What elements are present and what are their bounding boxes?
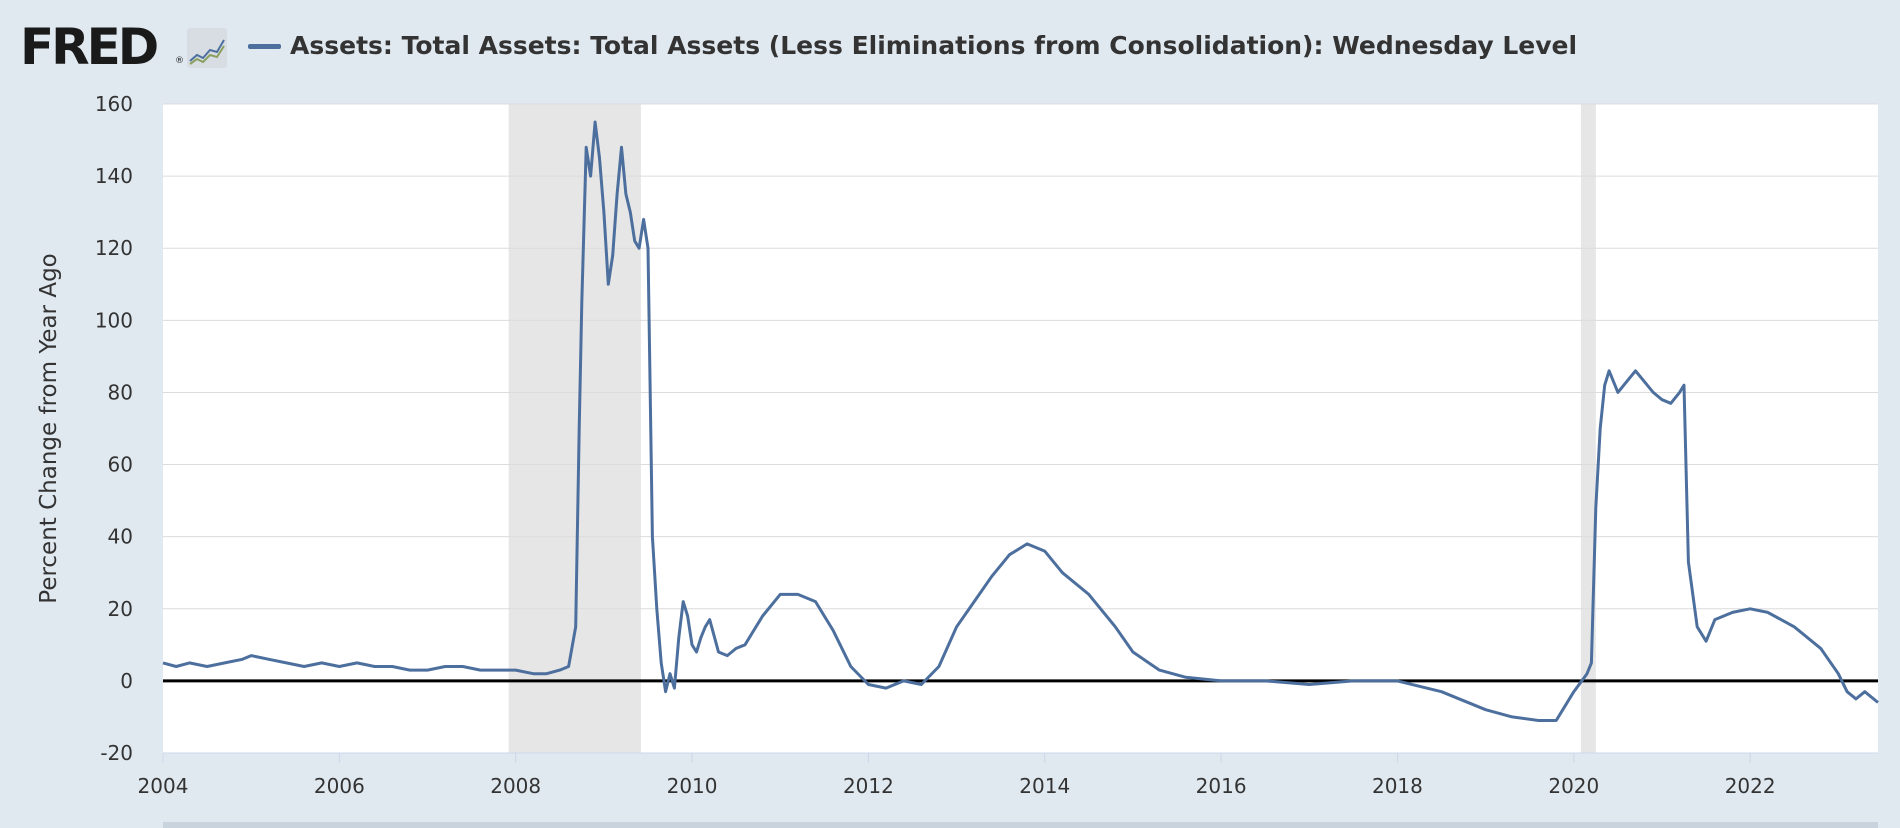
- fred-graph-icon: [187, 28, 227, 68]
- y-tick-label: 0: [120, 669, 133, 693]
- chart-header: FRED ® Assets: Total Assets: Total Asset…: [0, 0, 1900, 95]
- y-tick-label: 100: [95, 308, 133, 332]
- legend-series-swatch: [248, 44, 281, 49]
- x-tick-label: 2020: [1548, 774, 1599, 798]
- x-tick-label: 2006: [314, 774, 365, 798]
- x-tick-label: 2018: [1372, 774, 1423, 798]
- y-tick-label: 20: [108, 597, 133, 621]
- x-tick-label: 2008: [490, 774, 541, 798]
- series-title: Assets: Total Assets: Total Assets (Less…: [290, 31, 1578, 60]
- y-tick-label: -20: [100, 741, 133, 765]
- x-tick-label: 2022: [1725, 774, 1776, 798]
- fred-logo-registered-mark: ®: [175, 56, 184, 66]
- x-tick-label: 2012: [843, 774, 894, 798]
- series-line-0: [162, 120, 1879, 722]
- recession-band-1: [1580, 104, 1596, 753]
- recession-band-0: [508, 104, 641, 753]
- y-tick-label: 40: [108, 525, 133, 549]
- y-tick-label: 120: [95, 236, 133, 260]
- y-axis-title: Percent Change from Year Ago: [36, 253, 62, 603]
- y-tick-label: 60: [108, 453, 133, 477]
- fred-logo[interactable]: FRED: [20, 18, 159, 76]
- x-tick-label: 2004: [138, 774, 189, 798]
- y-tick-label: 80: [108, 380, 133, 404]
- y-tick-label: 160: [95, 92, 133, 116]
- x-tick-label: 2010: [667, 774, 718, 798]
- x-tick-label: 2016: [1196, 774, 1247, 798]
- x-tick-label: 2014: [1019, 774, 1070, 798]
- plot-area: [163, 104, 1878, 753]
- y-tick-label: 140: [95, 164, 133, 188]
- range-slider-track[interactable]: [163, 822, 1878, 828]
